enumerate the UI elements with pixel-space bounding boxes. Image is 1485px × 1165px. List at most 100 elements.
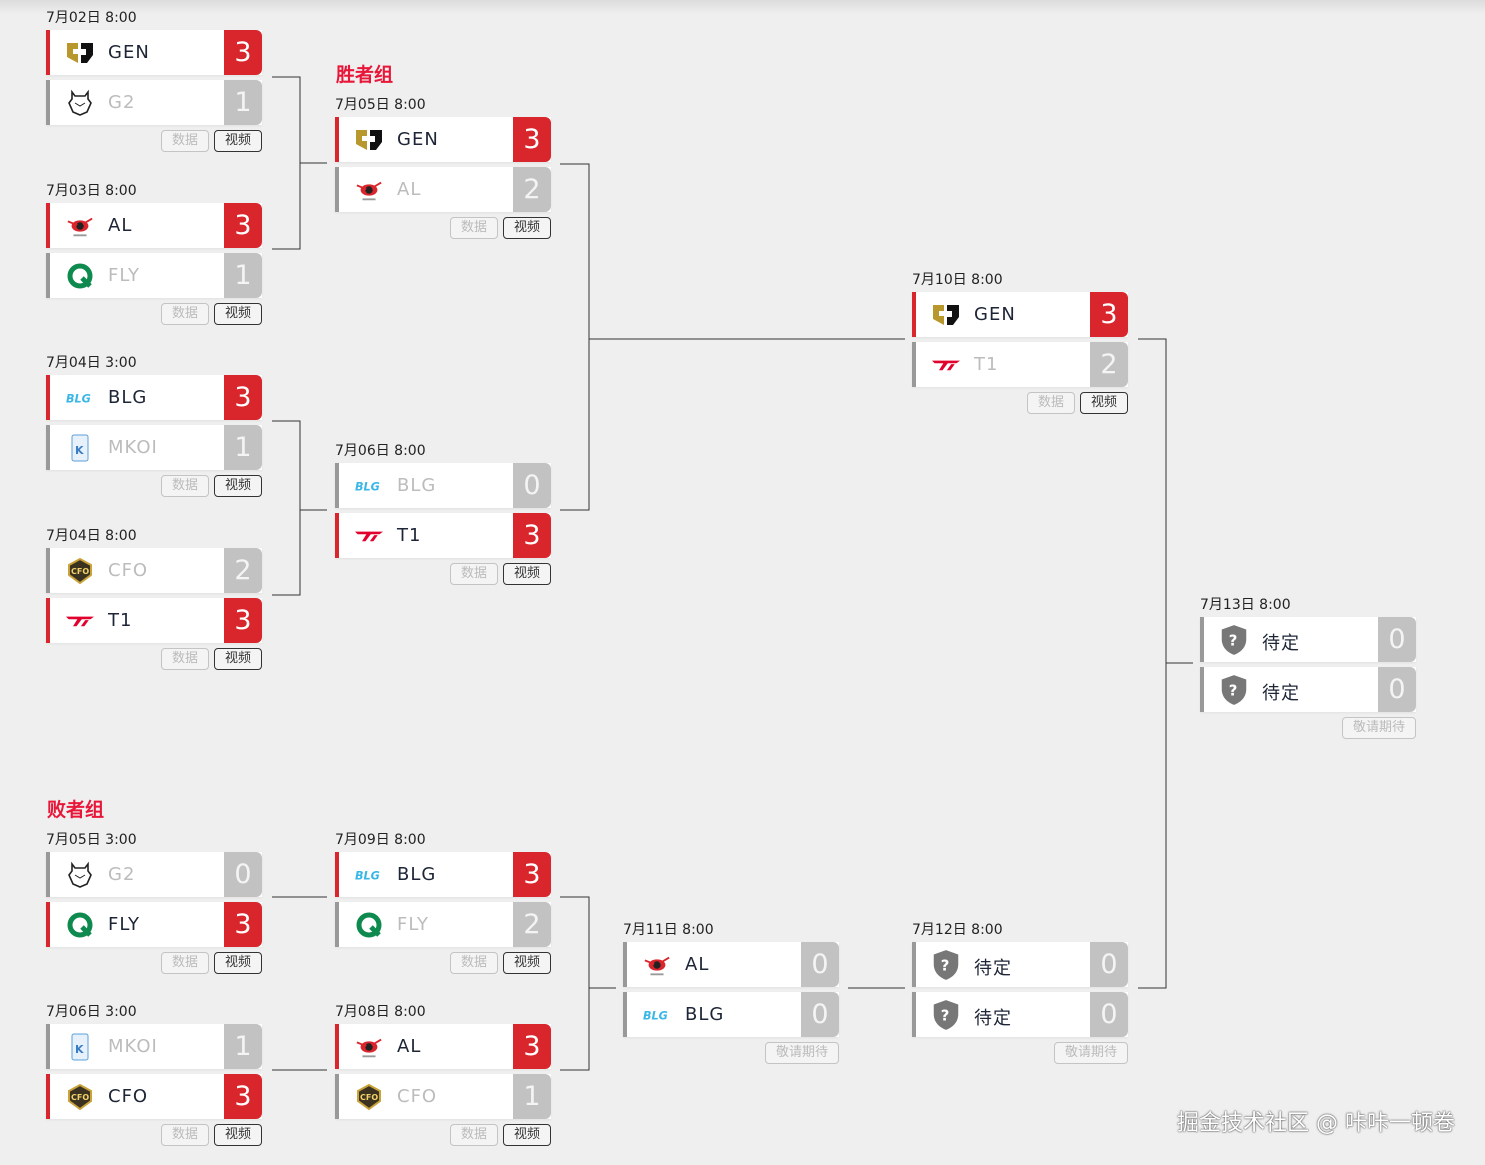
data-button[interactable]: 数据 [160,303,209,325]
coming-soon-button[interactable]: 敬请期待 [1341,717,1416,739]
team-name: T1 [397,525,422,546]
team-row[interactable]: CFO CFO 2 [46,548,262,593]
video-button[interactable]: 视频 [502,1124,551,1146]
team-score: 0 [513,463,551,508]
team-row[interactable]: AL 0 [623,942,839,987]
data-button[interactable]: 数据 [160,1124,209,1146]
team-row[interactable]: BLG BLG 0 [335,463,551,508]
team-score: 2 [513,167,551,212]
team-score: 0 [801,942,839,987]
data-button[interactable]: 数据 [160,475,209,497]
losers-bracket-title: 败者组 [47,799,105,821]
data-button[interactable]: 数据 [160,952,209,974]
team-row[interactable]: BLG BLG 3 [335,852,551,897]
match-card: 7月04日 8:00 CFO CFO 2 T1 3 数据 视频 [46,528,262,670]
team-row[interactable]: FLY 3 [46,902,262,947]
team-row[interactable]: T1 3 [46,598,262,643]
team-row[interactable]: FLY 1 [46,253,262,298]
watermark: 掘金技术社区 @ 咔咔一顿卷 [1177,1111,1455,1136]
video-button[interactable]: 视频 [213,952,262,974]
match-date: 7月10日 8:00 [912,272,1003,288]
team-row[interactable]: ? 待定 0 [912,992,1128,1037]
team-row[interactable]: K MKOI 1 [46,425,262,470]
data-button[interactable]: 数据 [449,563,498,585]
video-button[interactable]: 视频 [1079,392,1128,414]
team-row[interactable]: ? 待定 0 [1200,617,1416,662]
match-date: 7月03日 8:00 [46,183,137,199]
team-row[interactable]: T1 3 [335,513,551,558]
team-row[interactable]: AL 2 [335,167,551,212]
match-card: 7月10日 8:00 GEN 3 T1 2 数据 视频 [912,272,1128,414]
team-score: 3 [224,598,262,643]
match-date: 7月11日 8:00 [623,922,714,938]
team-name: T1 [108,610,133,631]
team-row[interactable]: T1 2 [912,342,1128,387]
match-card: 7月11日 8:00 AL 0 BLG BLG 0 敬请期待 [623,922,839,1064]
video-button[interactable]: 视频 [502,217,551,239]
team-row[interactable]: G2 1 [46,80,262,125]
data-button[interactable]: 数据 [1026,392,1075,414]
team-score: 3 [513,117,551,162]
team-row[interactable]: ? 待定 0 [912,942,1128,987]
team-row[interactable]: GEN 3 [335,117,551,162]
video-button[interactable]: 视频 [213,303,262,325]
team-score: 3 [224,1074,262,1119]
gen-logo-icon [66,39,94,67]
video-button[interactable]: 视频 [502,563,551,585]
team-row[interactable]: FLY 2 [335,902,551,947]
team-score: 3 [513,852,551,897]
data-button[interactable]: 数据 [449,1124,498,1146]
video-button[interactable]: 视频 [213,648,262,670]
gen-logo-icon [932,301,960,329]
coming-soon-button[interactable]: 敬请期待 [1053,1042,1128,1064]
gen-logo-icon [355,126,383,154]
match-date: 7月13日 8:00 [1200,597,1291,613]
match-date: 7月06日 8:00 [335,443,426,459]
team-row[interactable]: GEN 3 [46,30,262,75]
svg-text:K: K [75,444,84,457]
team-name: T1 [974,354,999,375]
match-date: 7月09日 8:00 [335,832,426,848]
video-button[interactable]: 视频 [502,952,551,974]
team-row[interactable]: CFO CFO 1 [335,1074,551,1119]
match-card: 7月06日 8:00 BLG BLG 0 T1 3 数据 视频 [335,443,551,585]
team-name: BLG [397,475,437,496]
team-row[interactable]: ? 待定 0 [1200,667,1416,712]
team-name: FLY [108,914,140,935]
tbd-shield-icon: ? [1220,675,1248,705]
team-name: 待定 [974,958,1012,979]
svg-text:?: ? [941,1006,950,1024]
team-row[interactable]: BLG BLG 0 [623,992,839,1037]
match-card: 7月09日 8:00 BLG BLG 3 FLY 2 数据 视频 [335,832,551,974]
match-card: 7月05日 3:00 G2 0 FLY 3 数据 视频 [46,832,262,974]
top-shade [0,0,1485,14]
g2-logo-icon [66,861,94,889]
coming-soon-button[interactable]: 敬请期待 [764,1042,839,1064]
team-row[interactable]: GEN 3 [912,292,1128,337]
video-button[interactable]: 视频 [213,1124,262,1146]
team-name: FLY [397,914,429,935]
team-score: 2 [224,548,262,593]
team-row[interactable]: AL 3 [46,203,262,248]
team-row[interactable]: G2 0 [46,852,262,897]
data-button[interactable]: 数据 [449,952,498,974]
data-button[interactable]: 数据 [449,217,498,239]
team-name: MKOI [108,437,158,458]
svg-text:CFO: CFO [71,567,89,576]
video-button[interactable]: 视频 [213,475,262,497]
data-button[interactable]: 数据 [160,648,209,670]
team-name: 待定 [1262,633,1300,654]
team-row[interactable]: AL 3 [335,1024,551,1069]
blg-logo-icon: BLG [355,472,383,500]
g2-logo-icon [66,89,94,117]
team-name: 待定 [1262,683,1300,704]
team-row[interactable]: K MKOI 1 [46,1024,262,1069]
data-button[interactable]: 数据 [160,130,209,152]
svg-text:CFO: CFO [360,1093,378,1102]
team-score: 2 [513,902,551,947]
team-row[interactable]: CFO CFO 3 [46,1074,262,1119]
team-row[interactable]: BLG BLG 3 [46,375,262,420]
team-name: BLG [108,387,148,408]
video-button[interactable]: 视频 [213,130,262,152]
svg-text:?: ? [1229,681,1238,699]
